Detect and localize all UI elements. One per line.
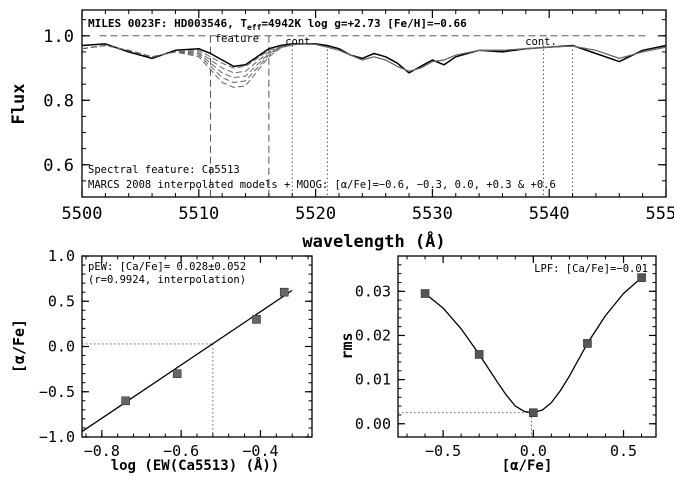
bl-y-tick-label-4: 1.0	[48, 247, 75, 265]
br-y-tick-label-1: 0.01	[355, 371, 391, 389]
data-point-2	[252, 315, 261, 324]
br-y-tick-label-2: 0.02	[355, 326, 391, 344]
br-x-tick-label-0: −0.5	[425, 442, 461, 460]
continuum-left-label: cont.	[285, 36, 317, 48]
top-y-tick-label-1: 0.8	[43, 91, 74, 111]
bl-y-tick-label-0: −1.0	[39, 428, 75, 446]
top-x-tick-label-2: 5520	[295, 204, 336, 224]
bottom-right-annotation-line-1: LPF: [Ca/Fe]=−0.01	[534, 263, 648, 275]
top-annotation-line-2: MARCS 2008 interpolated models + MOOG: […	[88, 179, 556, 191]
continuum-right-label: cont.	[525, 36, 557, 48]
top-spectrum-panel: MILES 0023F: HD003546, Teff=4942K log g=…	[9, 9, 674, 252]
bottom-left-annotation-line-2: (r=0.9924, interpolation)	[88, 274, 246, 286]
data-point-2	[529, 408, 538, 418]
top-y-axis-label: Flux	[9, 84, 29, 125]
bottom-right-x-axis-label: [α/Fe]	[502, 458, 553, 474]
bottom-left-x-axis-label: log (EW(Ca5513) (Å))	[111, 457, 280, 474]
top-annotation-line-1: Spectral feature: Ca5513	[88, 164, 240, 176]
bl-y-tick-label-3: 0.5	[48, 292, 75, 310]
br-y-tick-label-3: 0.03	[355, 282, 391, 300]
linear-fit-line	[81, 289, 293, 433]
top-spectrum-series	[81, 43, 667, 88]
bottom-left-annotation-line-1: pEW: [Ca/Fe]= 0.028±0.052	[88, 261, 246, 273]
bottom-right-rms-panel: LPF: [Ca/Fe]=−0.01 −0.5 0.0 0.5 0.00 0.01 0.0…	[338, 255, 657, 474]
bottom-right-y-axis-label: rms	[338, 332, 356, 359]
bl-y-tick-label-2: 0.0	[48, 338, 75, 356]
top-x-tick-label-0: 5500	[62, 204, 103, 224]
bl-x-tick-label-0: −0.8	[84, 442, 120, 460]
bottom-left-plot-marks	[81, 287, 293, 437]
data-point-3	[279, 287, 289, 297]
bottom-right-axis-ticks: −0.5 0.0 0.5 0.00 0.01 0.02 0.03	[355, 256, 656, 460]
data-point-1	[474, 350, 484, 359]
top-x-tick-label-3: 5530	[412, 204, 453, 224]
bl-y-tick-label-1: −0.5	[39, 383, 75, 401]
top-window-guides	[99, 35, 649, 197]
bl-x-tick-label-2: −0.4	[242, 442, 278, 460]
top-x-tick-label-1: 5510	[178, 204, 219, 224]
top-y-tick-label-0: 0.6	[43, 156, 74, 176]
br-x-tick-label-2: 0.5	[610, 442, 637, 460]
data-point-1	[172, 369, 182, 378]
feature-region-label: feature	[215, 33, 259, 45]
bl-x-tick-label-1: −0.6	[163, 442, 199, 460]
data-point-3	[583, 339, 592, 348]
spectrum-series-5	[81, 43, 667, 88]
top-title: MILES 0023F: HD003546, Teff=4942K log g=…	[88, 17, 467, 32]
bottom-right-plot-marks	[398, 273, 646, 437]
br-x-tick-label-1: 0.0	[520, 442, 547, 460]
top-x-tick-label-4: 5540	[529, 204, 570, 224]
bottom-left-axis-ticks: −0.8 −0.6 −0.4 −1.0 −0.5 0.0 0.5 1.0	[39, 247, 312, 460]
top-plot-frame	[81, 9, 667, 198]
bottom-left-abundance-panel: pEW: [Ca/Fe]= 0.028±0.052 (r=0.9924, int…	[10, 247, 313, 474]
br-y-tick-label-0: 0.00	[355, 415, 391, 433]
bottom-right-plot-frame	[397, 255, 657, 438]
top-y-tick-label-2: 1.0	[43, 27, 74, 47]
bottom-left-y-axis-label: [α/Fe]	[10, 319, 28, 373]
data-point-0	[420, 289, 430, 298]
data-point-4	[637, 273, 646, 282]
data-point-0	[121, 396, 130, 406]
top-x-axis-label: wavelength (Å)	[302, 229, 445, 252]
